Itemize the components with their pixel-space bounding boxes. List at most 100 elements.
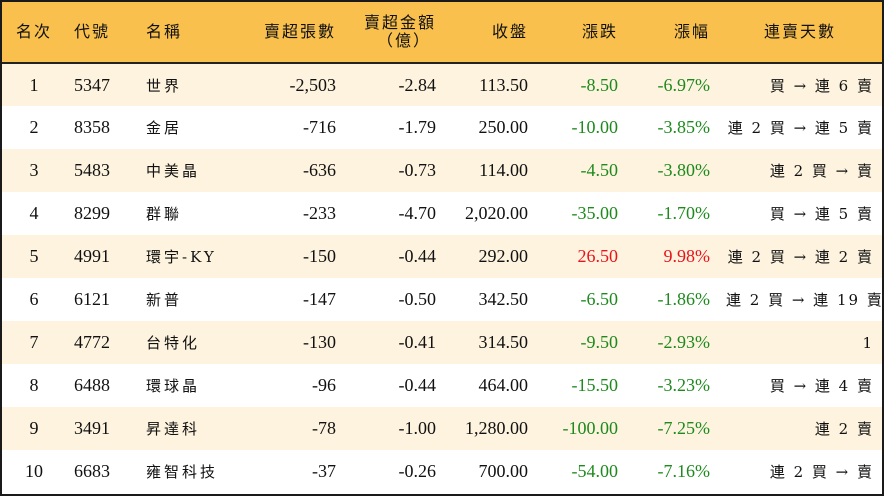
header-sell-amount-line1: 賣超金額 — [363, 13, 436, 32]
header-sell-amount-line2: （億） — [376, 31, 431, 50]
close-price-cell: 2,020.00 — [465, 203, 528, 223]
table-row[interactable]: 10 6683 雍智科技 -37 -0.26 700.00 -54.00 -7.16% 連 2 … — [2, 450, 882, 493]
change-pct-cell: -3.80% — [657, 160, 711, 180]
close-price-cell: 464.00 — [478, 375, 529, 395]
table-row[interactable]: 2 8358 金居 -716 -1.79 250.00 -10.00 -3.85% 連 2 買 … — [2, 106, 882, 149]
change-cell: -10.00 — [571, 117, 619, 137]
sell-volume-cell: -96 — [312, 375, 336, 395]
streak-cell: 連 2 買 → 賣 — [769, 162, 874, 180]
sell-volume-cell: -37 — [312, 461, 336, 481]
streak-cell: 連 2 買 → 連 2 賣 — [727, 248, 874, 266]
change-pct-cell: -3.85% — [657, 117, 711, 137]
table-row[interactable]: 8 6488 環球晶 -96 -0.44 464.00 -15.50 -3.23% 買 → 連 … — [2, 364, 882, 407]
close-price-cell: 1,280.00 — [465, 418, 528, 438]
stock-name-cell: 群聯 — [146, 205, 183, 223]
change-cell: -54.00 — [571, 461, 619, 481]
stock-name-cell: 台特化 — [146, 334, 201, 352]
rank-cell: 5 — [29, 246, 39, 266]
change-pct-cell: -7.25% — [657, 418, 711, 438]
sell-volume-cell: -636 — [303, 160, 336, 180]
header-sell-volume: 賣超張數 — [263, 22, 336, 41]
stock-code-cell: 6683 — [74, 461, 110, 481]
stock-name-cell: 金居 — [146, 119, 183, 137]
table-row[interactable]: 5 4991 環宇-KY -150 -0.44 292.00 26.50 9.98% 連 2 買… — [2, 235, 882, 278]
change-pct-cell: -3.23% — [657, 375, 711, 395]
sell-amount-cell: -0.26 — [398, 461, 437, 481]
table-row[interactable]: 3 5483 中美晶 -636 -0.73 114.00 -4.50 -3.80% 連 2 買 … — [2, 149, 882, 192]
streak-cell: 買 → 連 5 賣 — [769, 205, 874, 223]
rank-cell: 6 — [29, 289, 39, 309]
rank-cell: 2 — [29, 117, 39, 137]
stock-name-cell: 雍智科技 — [146, 463, 219, 481]
table-row[interactable]: 4 8299 群聯 -233 -4.70 2,020.00 -35.00 -1.70% 買 → … — [2, 192, 882, 235]
close-price-cell: 700.00 — [478, 461, 529, 481]
change-cell: -4.50 — [580, 160, 619, 180]
stock-name-cell: 環宇-KY — [146, 248, 217, 266]
stock-code-cell: 5347 — [74, 74, 110, 95]
change-cell: -6.50 — [580, 289, 619, 309]
header-change: 漲跌 — [581, 22, 618, 41]
rank-cell: 1 — [29, 74, 39, 95]
sell-amount-cell: -1.79 — [398, 117, 437, 137]
change-pct-cell: -7.16% — [657, 461, 711, 481]
table-row[interactable]: 1 5347 世界 -2,503 -2.84 113.50 -8.50 -6.97% 買 → 連… — [2, 63, 882, 106]
header-close: 收盤 — [491, 22, 528, 41]
sell-amount-cell: -2.84 — [398, 74, 437, 95]
stock-name-cell: 昇達科 — [146, 420, 201, 438]
streak-cell: 連 2 賣 — [814, 420, 874, 438]
streak-cell: 買 → 連 6 賣 — [769, 76, 874, 95]
table-row[interactable]: 6 6121 新普 -147 -0.50 342.50 -6.50 -1.86% 連 2 買 →… — [2, 278, 882, 321]
stock-code-cell: 8299 — [74, 203, 110, 223]
table-row[interactable]: 7 4772 台特化 -130 -0.41 314.50 -9.50 -2.93% 1 — [2, 321, 882, 364]
table-header-row: 名次 代號 名稱 賣超張數 賣超金額 （億） 收盤 漲跌 漲幅 連賣天數 — [2, 2, 882, 63]
change-cell: -8.50 — [580, 74, 619, 95]
sell-volume-cell: -716 — [303, 117, 336, 137]
streak-cell: 連 2 買 → 連 5 賣 — [727, 119, 874, 137]
table-body: 1 5347 世界 -2,503 -2.84 113.50 -8.50 -6.97% 買 → 連… — [2, 63, 882, 493]
sell-volume-cell: -130 — [303, 332, 336, 352]
stock-name-cell: 世界 — [146, 76, 183, 95]
sell-volume-cell: -2,503 — [289, 74, 337, 95]
sell-amount-cell: -0.41 — [398, 332, 437, 352]
change-cell: 26.50 — [577, 246, 619, 266]
sell-amount-cell: -0.44 — [398, 246, 437, 266]
change-pct-cell: 9.98% — [663, 246, 711, 266]
header-sell-amount: 賣超金額 （億） — [344, 2, 444, 63]
sell-amount-cell: -4.70 — [398, 203, 437, 223]
sell-amount-cell: -0.73 — [398, 160, 437, 180]
streak-cell: 連 2 買 → 賣 — [769, 463, 874, 481]
sell-volume-cell: -147 — [303, 289, 336, 309]
sell-volume-cell: -150 — [303, 246, 336, 266]
header-streak: 連賣天數 — [763, 22, 836, 41]
change-cell: -15.50 — [571, 375, 619, 395]
change-cell: -9.50 — [580, 332, 619, 352]
change-cell: -100.00 — [562, 418, 619, 438]
stock-code-cell: 6121 — [74, 289, 110, 309]
close-price-cell: 250.00 — [478, 117, 529, 137]
change-pct-cell: -1.86% — [657, 289, 711, 309]
change-pct-cell: -1.70% — [657, 203, 711, 223]
close-price-cell: 114.00 — [479, 160, 528, 180]
rank-cell: 7 — [29, 332, 39, 352]
close-price-cell: 314.50 — [478, 332, 529, 352]
sell-amount-cell: -0.50 — [398, 289, 437, 309]
header-change-pct: 漲幅 — [673, 22, 710, 41]
stock-code-cell: 4772 — [74, 332, 110, 352]
header-rank: 名次 — [15, 22, 52, 41]
streak-cell: 連 2 買 → 連 19 賣 — [726, 291, 884, 309]
streak-cell: 1 — [862, 333, 874, 352]
close-price-cell: 342.50 — [478, 289, 529, 309]
change-pct-cell: -6.97% — [657, 74, 711, 95]
rank-cell: 9 — [29, 418, 39, 438]
stock-code-cell: 3491 — [74, 418, 110, 438]
table-row[interactable]: 9 3491 昇達科 -78 -1.00 1,280.00 -100.00 -7.25% 連 2… — [2, 407, 882, 450]
stock-code-cell: 4991 — [74, 246, 110, 266]
header-code: 代號 — [74, 22, 111, 41]
sell-amount-cell: -0.44 — [398, 375, 437, 395]
sell-amount-cell: -1.00 — [398, 418, 437, 438]
rank-cell: 10 — [25, 461, 43, 481]
rank-cell: 8 — [29, 375, 39, 395]
streak-cell: 買 → 連 4 賣 — [769, 377, 874, 395]
stock-name-cell: 環球晶 — [146, 377, 201, 395]
